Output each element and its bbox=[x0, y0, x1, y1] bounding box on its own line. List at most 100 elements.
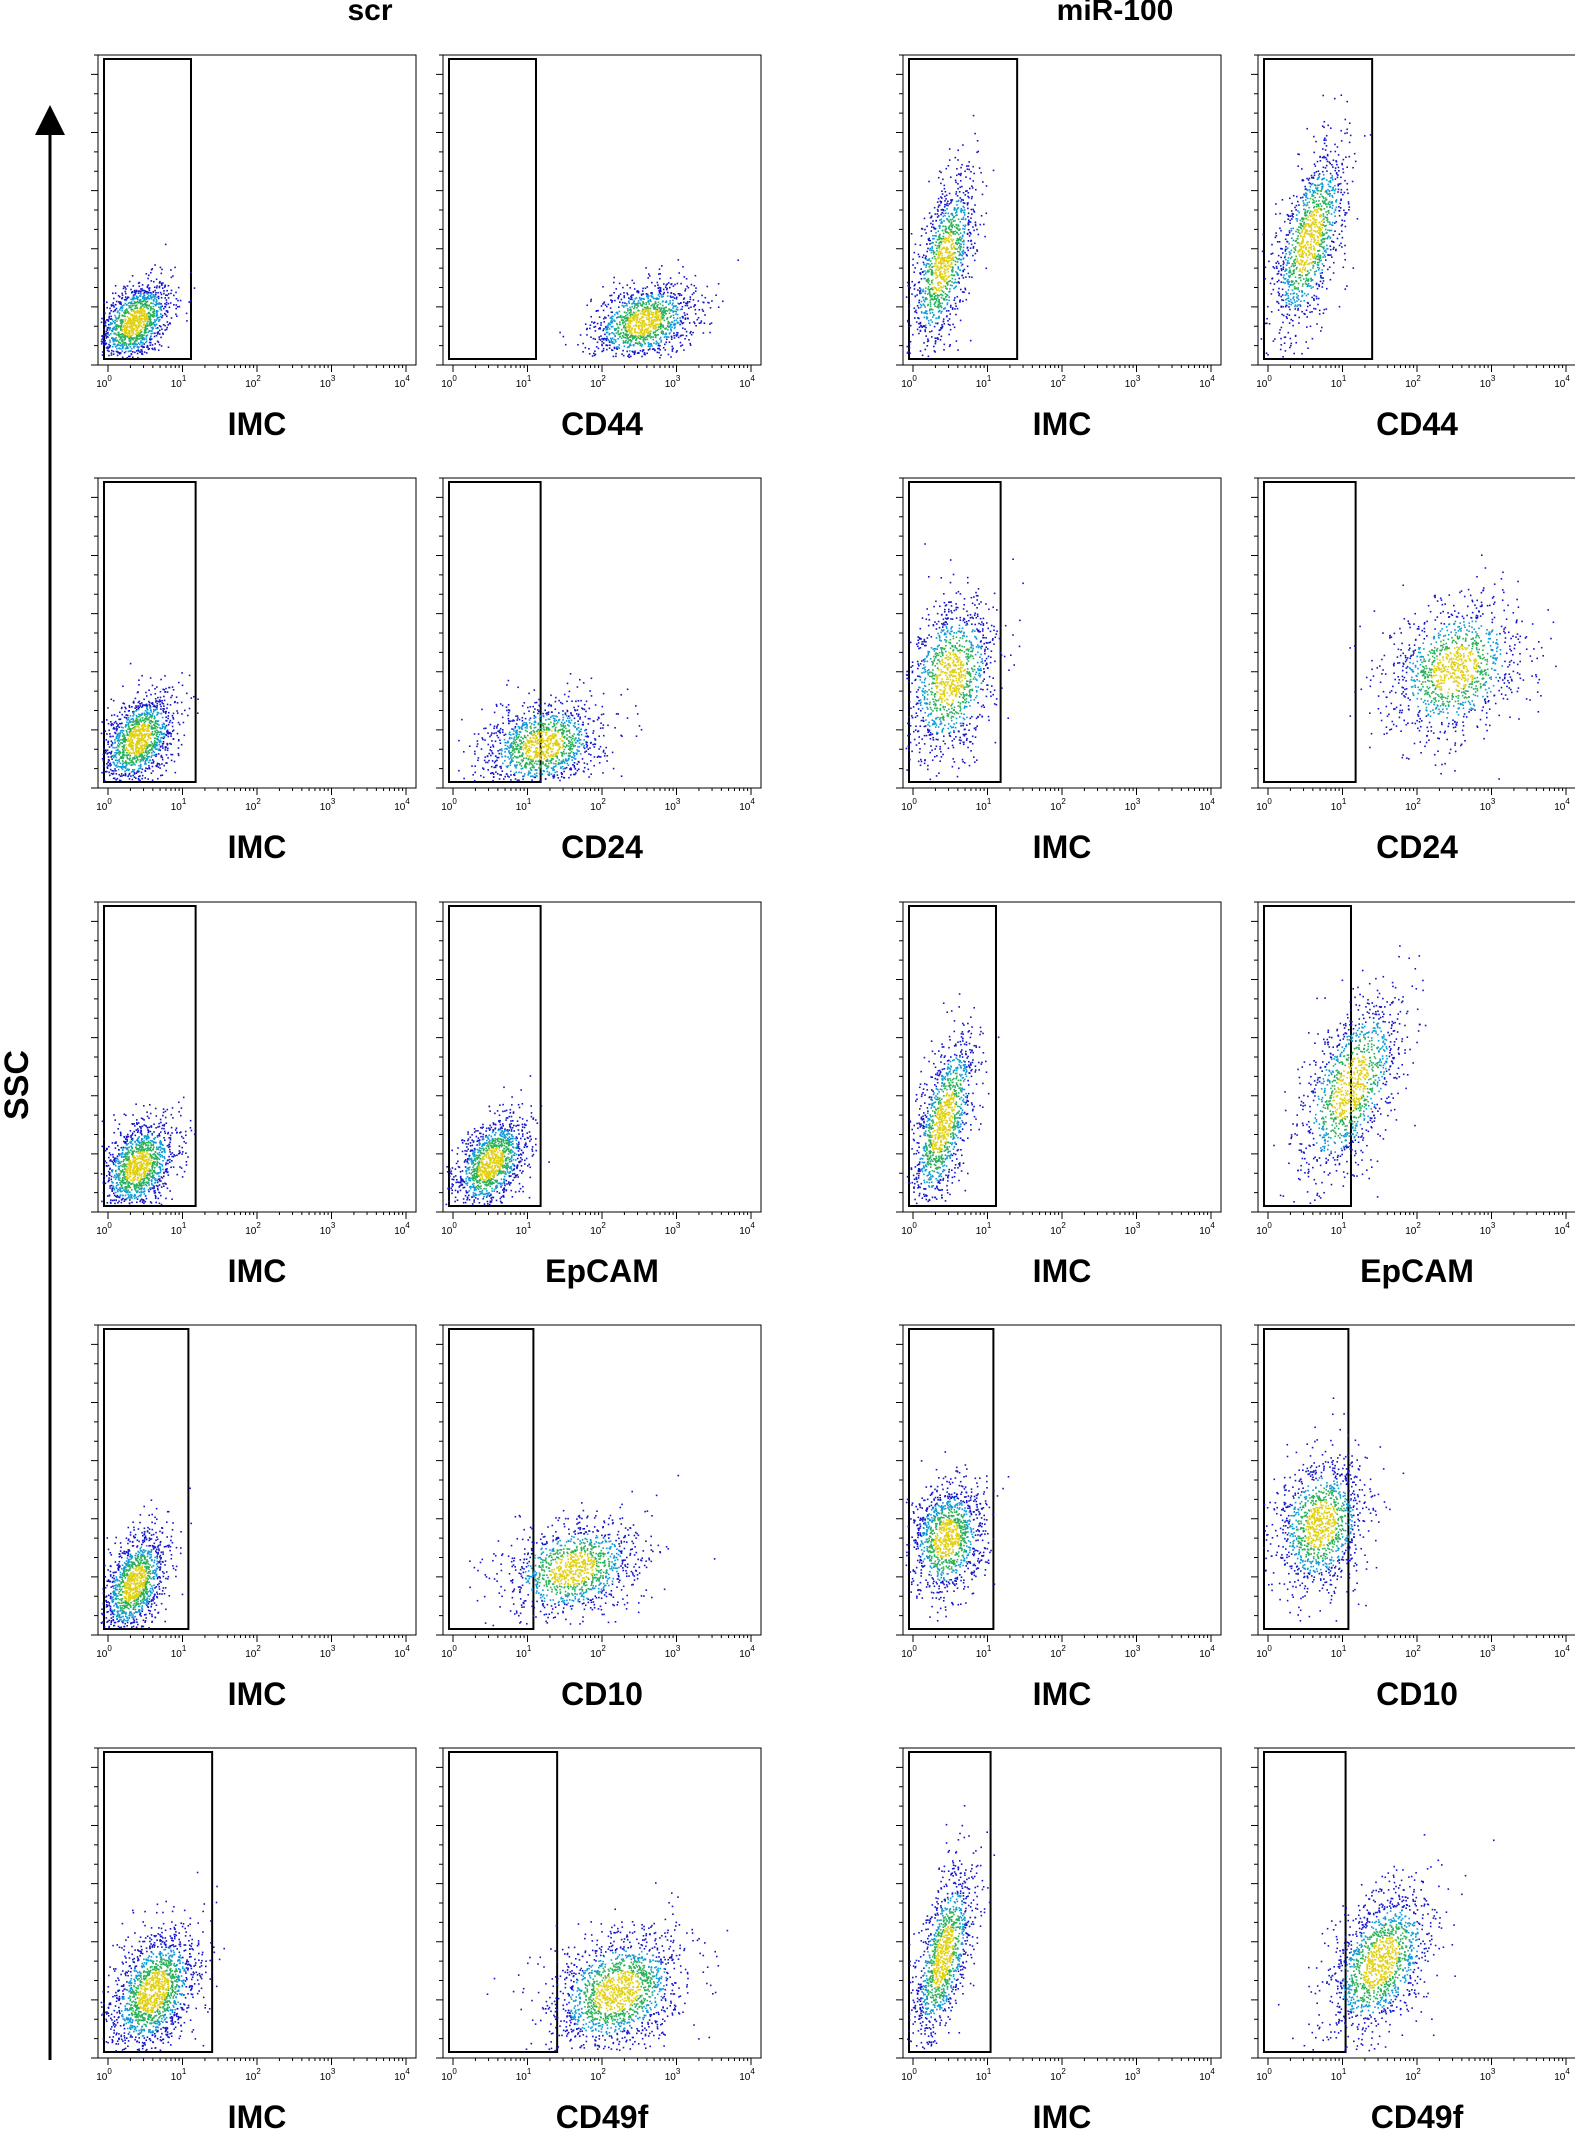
event-dot bbox=[631, 306, 633, 308]
x-tick-label: 102 bbox=[1050, 374, 1066, 390]
event-dot bbox=[626, 312, 628, 314]
event-dot bbox=[1327, 161, 1329, 163]
event-dot bbox=[934, 207, 936, 209]
event-dot bbox=[957, 242, 959, 244]
event-dot bbox=[177, 306, 179, 308]
event-dot bbox=[1325, 197, 1327, 199]
event-dot bbox=[933, 250, 935, 252]
event-dot bbox=[144, 324, 146, 326]
event-dot bbox=[1300, 249, 1302, 251]
event-dot bbox=[156, 315, 158, 317]
event-dot bbox=[1289, 220, 1291, 222]
event-dot bbox=[954, 327, 956, 329]
event-dot bbox=[918, 333, 920, 335]
event-dot bbox=[1321, 239, 1323, 241]
event-dot bbox=[1310, 211, 1312, 213]
event-dot bbox=[150, 296, 152, 298]
event-dot bbox=[1300, 259, 1302, 261]
event-dot bbox=[154, 298, 156, 300]
event-dot bbox=[646, 331, 648, 333]
event-dot bbox=[944, 281, 946, 283]
event-dot bbox=[624, 337, 626, 339]
event-dot bbox=[1301, 168, 1303, 170]
event-dot bbox=[590, 301, 592, 303]
event-dot bbox=[621, 299, 623, 301]
event-dot bbox=[916, 294, 918, 296]
event-dot bbox=[142, 335, 144, 337]
event-dot bbox=[622, 321, 624, 323]
event-dot bbox=[599, 327, 601, 329]
event-dot bbox=[932, 316, 934, 318]
event-dot bbox=[119, 303, 121, 305]
event-dot bbox=[670, 277, 672, 279]
event-dot bbox=[139, 299, 141, 301]
event-dot bbox=[113, 305, 115, 307]
event-dot bbox=[647, 313, 649, 315]
event-dot bbox=[156, 285, 158, 287]
event-dot bbox=[637, 337, 639, 339]
event-dot bbox=[944, 238, 946, 240]
event-dot bbox=[1322, 186, 1324, 188]
event-dot bbox=[641, 329, 643, 331]
event-dot bbox=[948, 271, 950, 273]
event-dot bbox=[948, 220, 950, 222]
event-dot bbox=[1313, 222, 1315, 224]
event-dot bbox=[144, 303, 146, 305]
event-dot bbox=[938, 215, 940, 217]
event-dot bbox=[1304, 263, 1306, 265]
event-dot bbox=[1299, 223, 1301, 225]
event-dot bbox=[961, 186, 963, 188]
event-dot bbox=[648, 314, 650, 316]
event-dot bbox=[1307, 198, 1309, 200]
event-dot bbox=[658, 307, 660, 309]
event-dot bbox=[119, 296, 121, 298]
event-dot bbox=[672, 348, 674, 350]
event-dot bbox=[1327, 229, 1329, 231]
event-dot bbox=[1280, 265, 1282, 267]
event-dot bbox=[1323, 221, 1325, 223]
event-dot bbox=[1332, 205, 1334, 207]
event-dot bbox=[967, 216, 969, 218]
event-dot bbox=[1296, 268, 1298, 270]
event-dot bbox=[146, 338, 148, 340]
event-dot bbox=[1286, 302, 1288, 304]
event-dot bbox=[945, 226, 947, 228]
event-dot bbox=[1331, 256, 1333, 258]
event-dot bbox=[1324, 137, 1326, 139]
event-dot bbox=[633, 282, 635, 284]
event-dot bbox=[611, 339, 613, 341]
event-dot bbox=[611, 349, 613, 351]
event-dot bbox=[1289, 222, 1291, 224]
event-dot bbox=[925, 287, 927, 289]
event-dot bbox=[135, 320, 137, 322]
event-dot bbox=[958, 267, 960, 269]
event-dot bbox=[947, 302, 949, 304]
event-dot bbox=[632, 299, 634, 301]
event-dot bbox=[653, 308, 655, 310]
event-dot bbox=[1338, 170, 1340, 172]
event-dot bbox=[1311, 195, 1313, 197]
event-dot bbox=[131, 310, 133, 312]
event-dot bbox=[948, 265, 950, 267]
event-dot bbox=[945, 238, 947, 240]
event-dot bbox=[1320, 330, 1322, 332]
event-dot bbox=[684, 290, 686, 292]
event-dot bbox=[132, 275, 134, 277]
event-dot bbox=[1304, 236, 1306, 238]
event-dot bbox=[638, 326, 640, 328]
event-dot bbox=[1304, 234, 1306, 236]
event-dot bbox=[1295, 280, 1297, 282]
event-dot bbox=[1282, 289, 1284, 291]
event-dot bbox=[1322, 171, 1324, 173]
event-dot bbox=[137, 357, 139, 359]
event-dot bbox=[127, 285, 129, 287]
event-dot bbox=[695, 287, 697, 289]
event-dot bbox=[154, 286, 156, 288]
event-dot bbox=[1280, 338, 1282, 340]
event-dot bbox=[146, 335, 148, 337]
event-dot bbox=[642, 288, 644, 290]
event-dot bbox=[1279, 241, 1281, 243]
event-dot bbox=[112, 337, 114, 339]
event-dot bbox=[1314, 271, 1316, 273]
event-dot bbox=[1335, 151, 1337, 153]
